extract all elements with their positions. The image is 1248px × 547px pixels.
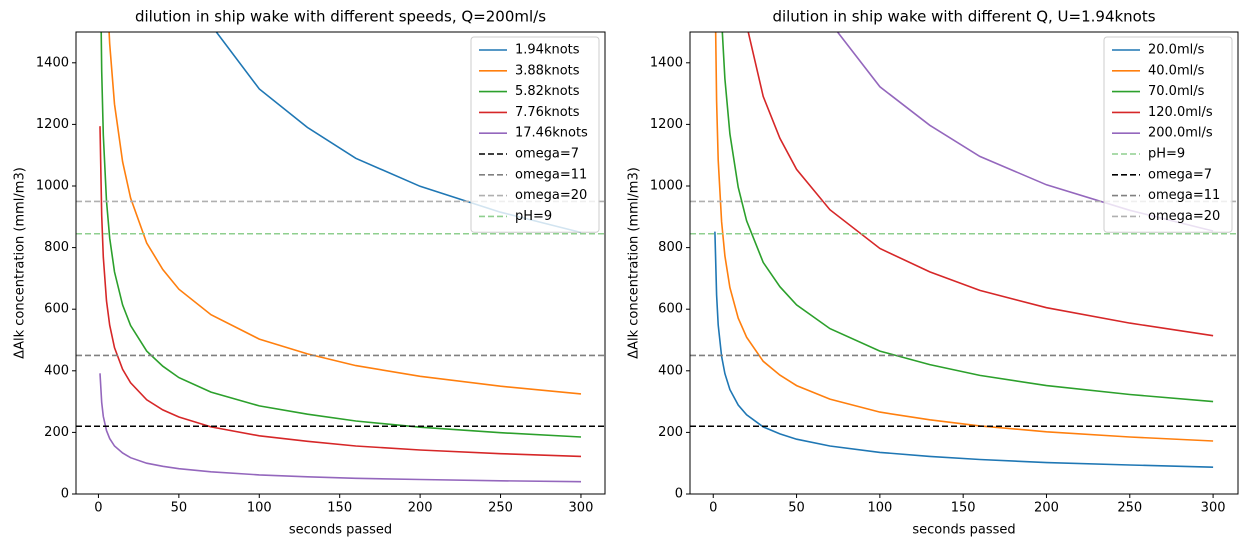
x-tick-label: 250	[1117, 501, 1142, 516]
legend-label: pH=9	[1148, 147, 1185, 162]
legend-label: pH=9	[515, 209, 552, 224]
plot-area	[690, 32, 1238, 468]
line-series	[747, 32, 1214, 337]
y-tick-label: 800	[658, 240, 683, 255]
x-tick-label: 100	[247, 501, 272, 516]
x-tick-label: 0	[709, 501, 717, 516]
legend-label: 17.46knots	[515, 126, 588, 141]
y-tick-label: 1400	[36, 55, 69, 70]
y-tick-label: 200	[44, 425, 69, 440]
x-tick-label: 150	[951, 501, 976, 516]
legend: 20.0ml/s 40.0ml/s 70.0ml/s 120.0ml/s 200.0ml…	[1103, 36, 1233, 233]
y-tick-label: 1000	[650, 179, 683, 194]
line-series	[714, 231, 1214, 468]
legend-label: 200.0ml/s	[1148, 126, 1213, 141]
legend-label: 7.76knots	[515, 105, 580, 120]
y-axis-label: ΔAlk concentration (mml/m3)	[13, 167, 28, 359]
y-tick-label: 600	[658, 302, 683, 317]
axes-frame	[689, 31, 1239, 495]
legend-box	[1103, 36, 1233, 233]
subplot: dilution in ship wake with different spe…	[13, 8, 606, 538]
y-tick-label: 1200	[650, 117, 683, 132]
legend-label: omega=20	[515, 188, 587, 203]
legend-box	[470, 36, 600, 233]
x-tick-label: 200	[1034, 501, 1059, 516]
legend-label: omega=7	[1148, 167, 1212, 182]
x-axis-label: seconds passed	[912, 523, 1015, 538]
plot-area	[76, 32, 605, 483]
x-tick-label: 50	[788, 501, 805, 516]
axes-frame	[75, 31, 606, 495]
line-series	[836, 32, 1214, 232]
subplot: dilution in ship wake with different Q, …	[627, 8, 1239, 538]
y-tick-label: 400	[658, 363, 683, 378]
legend-label: 120.0ml/s	[1148, 105, 1213, 120]
legend-label: omega=11	[1148, 188, 1220, 203]
line-series	[108, 32, 582, 395]
legend-label: 1.94knots	[515, 43, 580, 58]
y-tick-label: 0	[61, 487, 69, 502]
x-tick-label: 50	[171, 501, 188, 516]
line-series	[99, 373, 582, 483]
x-tick-label: 100	[867, 501, 892, 516]
legend-label: 70.0ml/s	[1148, 84, 1205, 99]
chart-title: dilution in ship wake with different Q, …	[772, 8, 1155, 26]
legend-label: omega=20	[1148, 209, 1220, 224]
legend-label: 5.82knots	[515, 84, 580, 99]
legend-label: omega=7	[515, 147, 579, 162]
y-tick-label: 0	[675, 487, 683, 502]
y-tick-label: 1400	[650, 55, 683, 70]
y-tick-label: 1200	[36, 117, 69, 132]
x-tick-label: 250	[488, 501, 513, 516]
y-axis-label: ΔAlk concentration (mml/m3)	[627, 167, 642, 359]
y-tick-label: 600	[44, 302, 69, 317]
line-series	[100, 32, 582, 438]
x-tick-label: 200	[408, 501, 433, 516]
x-tick-label: 300	[569, 501, 594, 516]
y-tick-label: 200	[658, 425, 683, 440]
legend: 1.94knots 3.88knots 5.82knots 7.76knots 17.4…	[470, 36, 600, 233]
y-tick-label: 1000	[36, 179, 69, 194]
legend-label: 3.88knots	[515, 63, 580, 78]
y-tick-label: 800	[44, 240, 69, 255]
legend-label: 20.0ml/s	[1148, 43, 1205, 58]
chart-title: dilution in ship wake with different spe…	[135, 8, 546, 26]
x-tick-label: 150	[327, 501, 352, 516]
line-series	[215, 32, 582, 234]
y-tick-label: 400	[44, 363, 69, 378]
x-axis-label: seconds passed	[289, 523, 392, 538]
legend-label: 40.0ml/s	[1148, 63, 1205, 78]
x-tick-label: 300	[1201, 501, 1226, 516]
x-tick-label: 0	[94, 501, 102, 516]
line-series	[721, 32, 1214, 403]
legend-label: omega=11	[515, 167, 587, 182]
line-series	[99, 126, 582, 458]
